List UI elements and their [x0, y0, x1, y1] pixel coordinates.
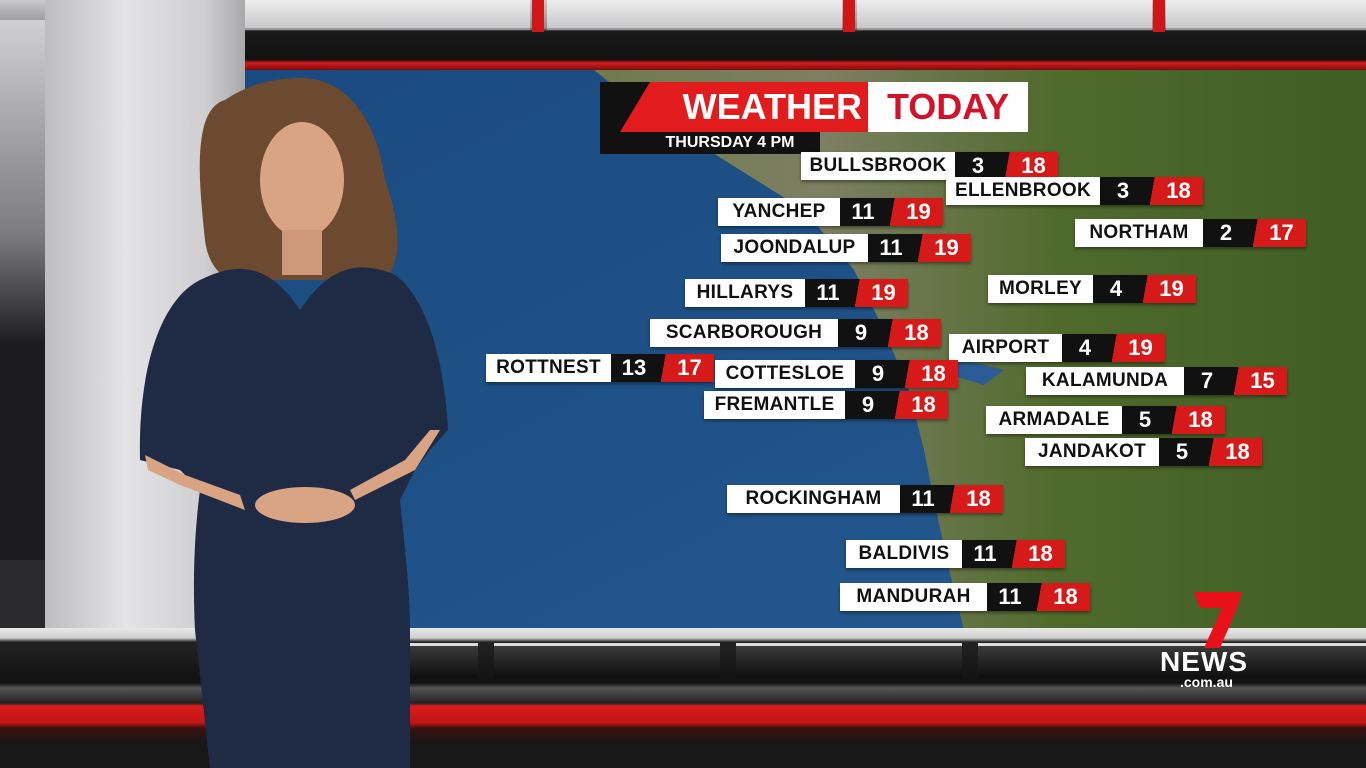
max-temp: 19 [886, 198, 943, 226]
max-temp: 18 [1168, 406, 1225, 434]
logo-domain: .com.au [1180, 674, 1233, 690]
location-label: COTTESLOE 9 18 [715, 360, 958, 388]
studio-panel [857, 0, 1152, 30]
logo-news-text: NEWS [1160, 646, 1248, 677]
max-temp: 18 [1008, 540, 1065, 568]
min-temp: 11 [900, 485, 946, 513]
location-name: MANDURAH [840, 583, 987, 611]
presenter [139, 77, 448, 768]
min-temp: 5 [1122, 406, 1168, 434]
location-name: KALAMUNDA [1026, 367, 1184, 395]
min-temp: 3 [955, 152, 1001, 180]
min-temp: 11 [868, 234, 914, 262]
7news-logo-mark [1194, 592, 1242, 648]
location-label: JANDAKOT 5 18 [1025, 438, 1262, 466]
min-temp: 3 [1100, 177, 1146, 205]
location-name: AIRPORT [949, 334, 1062, 362]
max-temp: 19 [851, 279, 908, 307]
max-temp: 19 [914, 234, 971, 262]
studio-panel [1166, 0, 1366, 30]
location-name: JANDAKOT [1025, 438, 1159, 466]
studio-red-strip [1153, 0, 1165, 32]
location-name: YANCHEP [718, 198, 840, 226]
max-temp: 17 [1249, 219, 1306, 247]
max-temp: 18 [946, 485, 1003, 513]
location-label: HILLARYS 11 19 [685, 279, 908, 307]
location-label: FREMANTLE 9 18 [704, 391, 948, 419]
location-name: SCARBOROUGH [650, 319, 838, 347]
location-label: BALDIVIS 11 18 [846, 540, 1065, 568]
min-temp: 11 [840, 198, 886, 226]
max-temp: 18 [884, 319, 941, 347]
location-label: ARMADALE 5 18 [986, 406, 1225, 434]
location-name: BALDIVIS [846, 540, 962, 568]
7news-logo: NEWS .com.au [1156, 588, 1276, 690]
min-temp: 11 [987, 583, 1033, 611]
location-label: MANDURAH 11 18 [840, 583, 1090, 611]
studio-panel [240, 0, 530, 30]
max-temp: 19 [1139, 275, 1196, 303]
max-temp: 15 [1230, 367, 1287, 395]
studio-panel [736, 643, 962, 678]
studio-panel [547, 0, 842, 30]
location-name: ROTTNEST [486, 354, 611, 382]
min-temp: 2 [1203, 219, 1249, 247]
location-label: NORTHAM 2 17 [1075, 219, 1306, 247]
location-label: JOONDALUP 11 19 [721, 234, 971, 262]
studio-red-strip [532, 0, 544, 32]
presenter-hands [255, 487, 355, 523]
location-name: BULLSBROOK [801, 152, 955, 180]
max-temp: 18 [1205, 438, 1262, 466]
min-temp: 13 [611, 354, 657, 382]
location-label: YANCHEP 11 19 [718, 198, 943, 226]
max-temp: 17 [657, 354, 714, 382]
min-temp: 4 [1093, 275, 1139, 303]
location-label: SCARBOROUGH 9 18 [650, 319, 941, 347]
min-temp: 4 [1062, 334, 1108, 362]
location-name: ARMADALE [986, 406, 1122, 434]
min-temp: 9 [855, 360, 901, 388]
max-temp: 18 [1146, 177, 1203, 205]
studio-wall [0, 20, 50, 560]
location-name: NORTHAM [1075, 219, 1203, 247]
presenter-face [260, 122, 344, 238]
max-temp: 18 [891, 391, 948, 419]
forecast-time: THURSDAY 4 PM [600, 132, 820, 154]
location-label: ELLENBROOK 3 18 [946, 177, 1203, 205]
max-temp: 18 [1001, 152, 1058, 180]
location-name: JOONDALUP [721, 234, 868, 262]
location-label: AIRPORT 4 19 [949, 334, 1165, 362]
min-temp: 7 [1184, 367, 1230, 395]
title-weather: WEATHER [620, 82, 870, 132]
min-temp: 11 [962, 540, 1008, 568]
max-temp: 18 [1033, 583, 1090, 611]
studio-panel [978, 643, 1366, 678]
studio-panel [410, 643, 478, 678]
studio-red-strip [843, 0, 855, 32]
max-temp: 18 [901, 360, 958, 388]
location-label: KALAMUNDA 7 15 [1026, 367, 1287, 395]
location-name: ROCKINGHAM [727, 485, 900, 513]
location-name: HILLARYS [685, 279, 805, 307]
title-today: TODAY [868, 82, 1028, 132]
min-temp: 9 [845, 391, 891, 419]
min-temp: 11 [805, 279, 851, 307]
studio-panel [494, 643, 720, 678]
location-label: MORLEY 4 19 [988, 275, 1196, 303]
max-temp: 19 [1108, 334, 1165, 362]
location-name: COTTESLOE [715, 360, 855, 388]
location-label: ROTTNEST 13 17 [486, 354, 714, 382]
min-temp: 5 [1159, 438, 1205, 466]
location-label: BULLSBROOK 3 18 [801, 152, 1058, 180]
location-name: ELLENBROOK [946, 177, 1100, 205]
min-temp: 9 [838, 319, 884, 347]
location-label: ROCKINGHAM 11 18 [727, 485, 1003, 513]
location-name: FREMANTLE [704, 391, 845, 419]
location-name: MORLEY [988, 275, 1093, 303]
